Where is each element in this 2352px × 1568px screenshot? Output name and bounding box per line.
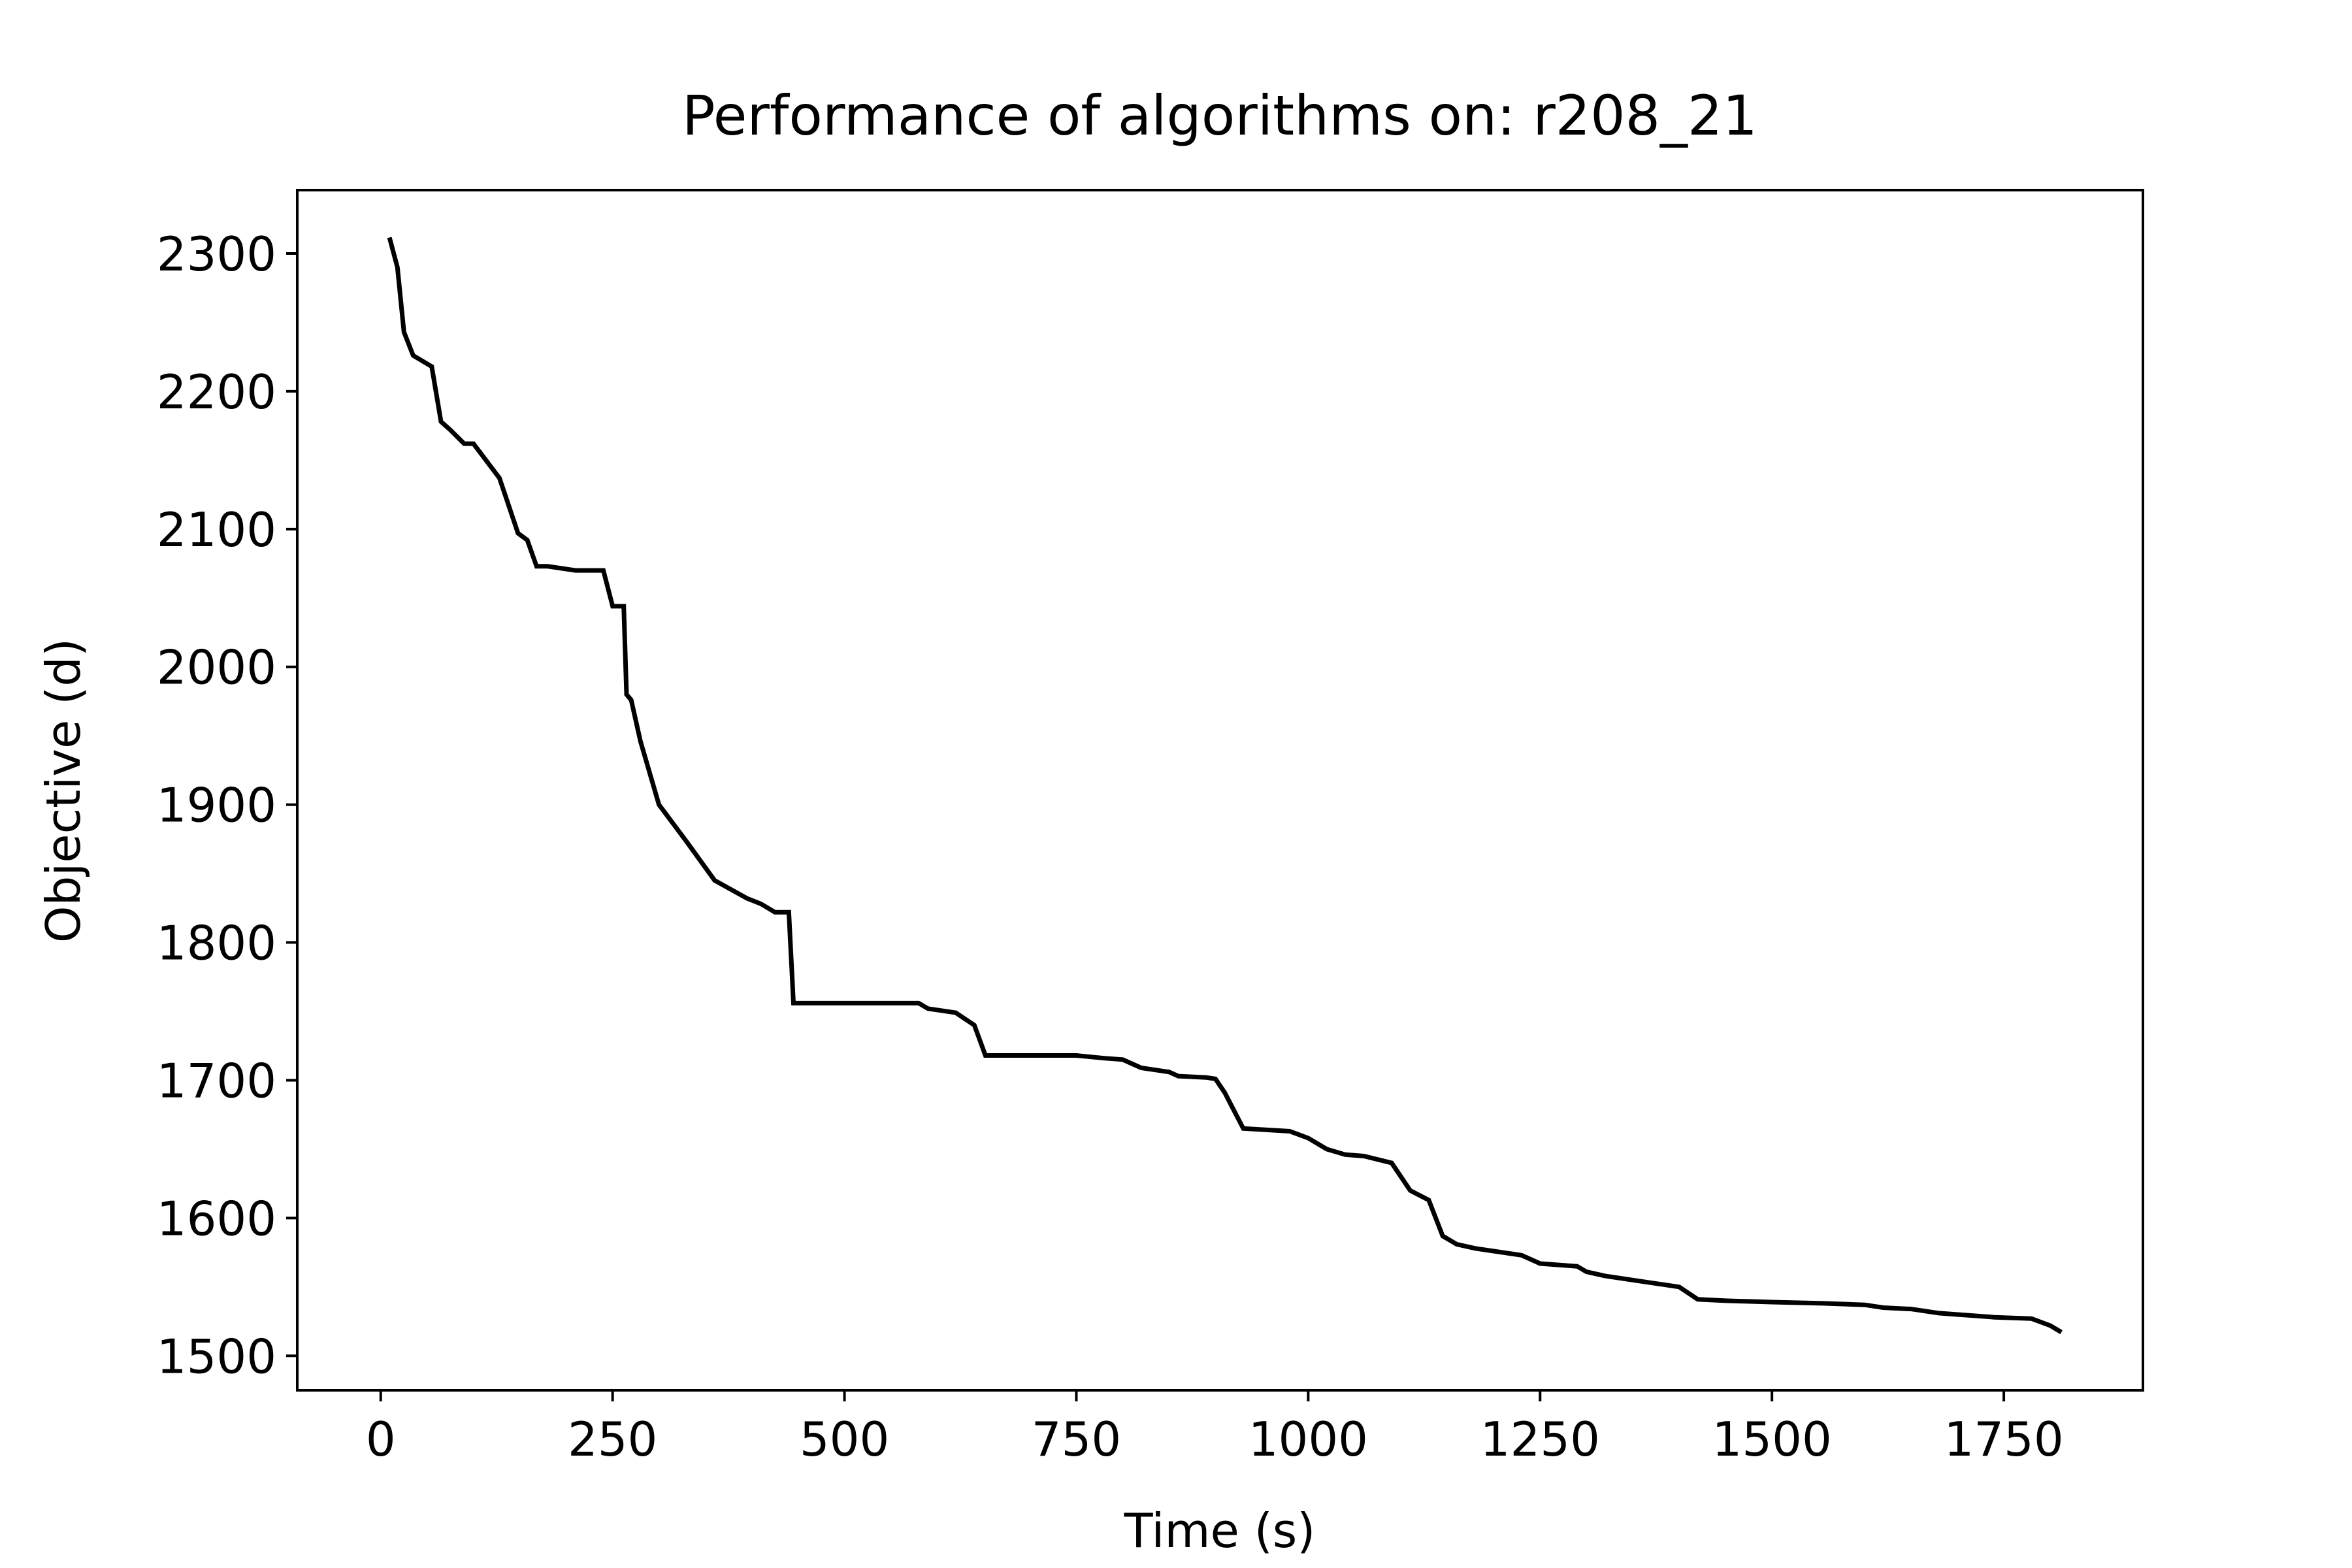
y-tick-label: 1900 xyxy=(157,778,276,833)
y-tick-label: 1800 xyxy=(157,916,276,971)
x-axis-label: Time (s) xyxy=(1124,1503,1316,1558)
y-tick-label: 2200 xyxy=(157,365,276,419)
x-tick-label: 1500 xyxy=(1712,1412,1832,1467)
y-tick-label: 1700 xyxy=(157,1053,276,1108)
y-tick-label: 2000 xyxy=(157,640,276,695)
x-tick-label: 500 xyxy=(800,1412,889,1467)
y-axis-ticks: 1500 1600 1700 1800 1900 2000 2100 2200 2300 xyxy=(157,227,297,1384)
x-tick-label: 1000 xyxy=(1249,1412,1368,1467)
x-tick-label: 1750 xyxy=(1944,1412,2063,1467)
y-tick-label: 1500 xyxy=(157,1329,276,1384)
x-tick-label: 750 xyxy=(1032,1412,1121,1467)
x-tick-label: 0 xyxy=(366,1412,396,1467)
chart-title: Performance of algorithms on: r208_21 xyxy=(682,84,1757,148)
x-tick-label: 1250 xyxy=(1480,1412,1600,1467)
y-tick-label: 1600 xyxy=(157,1191,276,1246)
x-axis-ticks: 0 250 500 750 1000 1250 1500 1750 xyxy=(366,1390,2064,1467)
y-tick-label: 2100 xyxy=(157,502,276,557)
plot-area-frame xyxy=(296,189,2144,1392)
y-axis-label: Objective (d) xyxy=(36,638,91,943)
y-tick-label: 2300 xyxy=(157,227,276,282)
x-tick-label: 250 xyxy=(568,1412,657,1467)
series-line xyxy=(387,237,2063,1335)
